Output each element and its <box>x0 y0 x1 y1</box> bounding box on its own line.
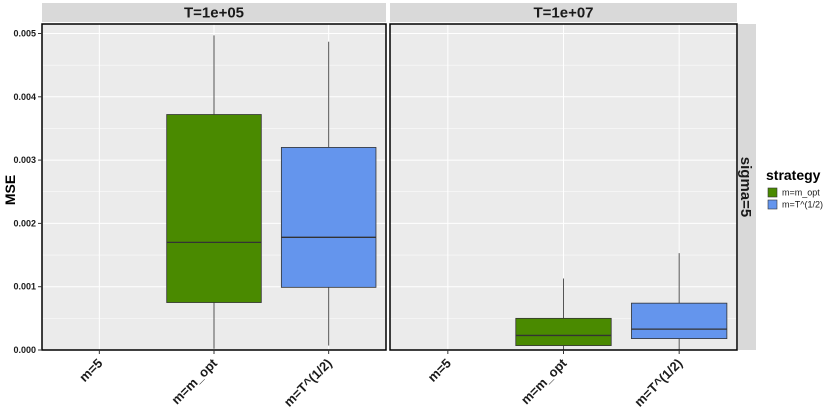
x-tick-label: m=m_opt <box>168 355 220 407</box>
x-tick-label: m=m_opt <box>518 355 570 407</box>
x-tick-label: m=5 <box>425 356 454 385</box>
strip-background <box>390 3 737 22</box>
x-tick-label: m=T^(1/2) <box>631 356 685 410</box>
boxplot-m=T^(1/2) <box>280 41 377 346</box>
box <box>631 302 728 340</box>
strip-label: T=1e+05 <box>184 5 244 22</box>
row-strip: sigma=5 <box>737 24 756 350</box>
boxplot-m=m_opt <box>515 278 612 350</box>
legend-label: m=T^(1/2) <box>782 200 823 210</box>
panels-layer: T=1e+05 T=1e+07 sigma=5 <box>41 3 756 351</box>
box <box>280 147 377 288</box>
legend: strategy m=m_opt m=T^(1/2) <box>766 167 823 210</box>
y-tick-label: 0.004 <box>13 92 36 102</box>
box <box>515 317 612 346</box>
x-tick-label: m=T^(1/2) <box>281 356 335 410</box>
boxplot-m=m_opt <box>166 35 262 349</box>
boxplot-m=T^(1/2) <box>631 253 728 350</box>
strip-background <box>42 3 386 22</box>
panel-1: T=1e+05 <box>41 3 387 351</box>
row-strip-background <box>738 24 756 350</box>
y-tick-label: 0.003 <box>13 155 36 165</box>
y-tick-label: 0.005 <box>13 28 36 38</box>
y-axis-title: MSE <box>2 175 18 205</box>
legend-key <box>767 187 778 198</box>
row-strip-label: sigma=5 <box>737 157 754 217</box>
y-tick-label: 0.000 <box>13 345 36 355</box>
y-tick-label: 0.001 <box>13 282 36 292</box>
box <box>166 114 262 303</box>
panel-2: T=1e+07 <box>389 3 738 351</box>
legend-label: m=m_opt <box>782 188 820 198</box>
legend-title: strategy <box>766 167 821 183</box>
x-tick-label: m=5 <box>76 356 105 385</box>
y-tick-label: 0.002 <box>13 218 36 228</box>
legend-key <box>767 199 778 210</box>
strip-label: T=1e+07 <box>533 5 593 22</box>
